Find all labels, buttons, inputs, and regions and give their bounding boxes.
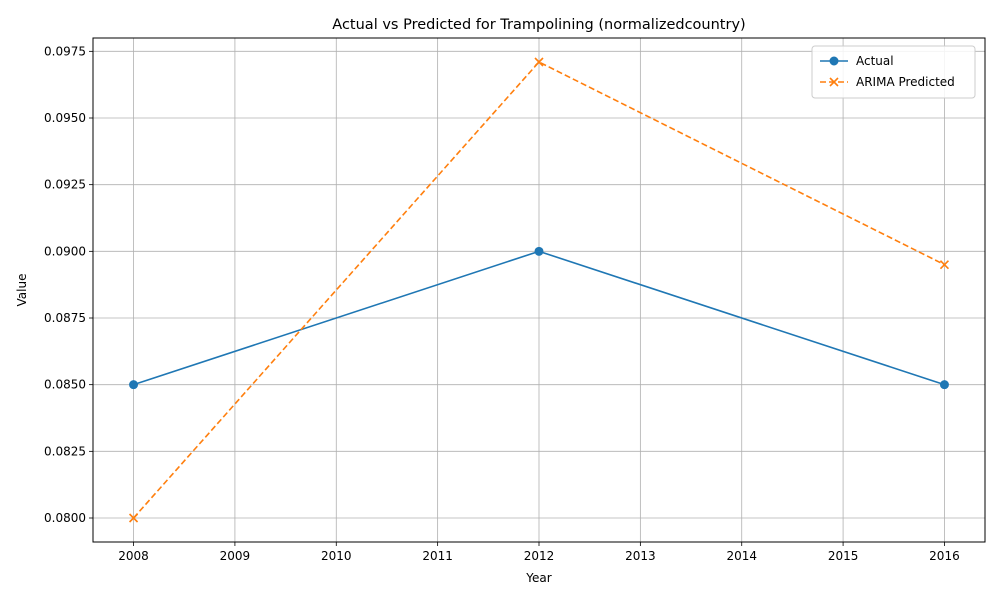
x-axis-title: Year	[525, 571, 551, 585]
data-point-actual	[129, 380, 139, 390]
x-tick-label: 2011	[422, 549, 453, 563]
x-tick-label: 2010	[321, 549, 352, 563]
legend: Actual ARIMA Predicted	[811, 45, 976, 99]
series-line-arima-predicted	[132, 61, 945, 519]
chart-title: Actual vs Predicted for Trampolining (no…	[332, 17, 745, 33]
y-axis-title: Value	[15, 274, 29, 307]
data-point-arima-predicted	[534, 57, 544, 67]
data-point-arima-predicted	[939, 260, 950, 270]
x-axis: 2008 2009 2010 2011 2012 2013 2014 2015 2016	[118, 542, 960, 563]
data-point-arima-predicted	[128, 513, 139, 523]
series-layer	[128, 57, 950, 523]
legend-label-actual: Actual	[856, 54, 894, 68]
y-tick-label: 0.0925	[44, 178, 86, 192]
x-tick-label: 2009	[220, 549, 251, 563]
x-tick-label: 2013	[625, 549, 656, 563]
x-tick-label: 2015	[828, 549, 859, 563]
y-tick-label: 0.0800	[44, 511, 86, 525]
data-point-actual	[939, 380, 949, 390]
y-axis: 0.0800 0.0825 0.0850 0.0875 0.0900 0.0925 0.09…	[44, 44, 93, 525]
legend-marker-arima-predicted	[829, 77, 839, 87]
legend-marker-actual	[829, 56, 839, 66]
x-tick-label: 2016	[929, 549, 960, 563]
legend-label-arima-predicted: ARIMA Predicted	[856, 75, 955, 89]
legend-box	[811, 45, 976, 99]
y-tick-label: 0.0825	[44, 444, 86, 458]
x-tick-label: 2012	[524, 549, 555, 563]
y-tick-label: 0.0900	[44, 244, 86, 258]
x-tick-label: 2008	[118, 549, 149, 563]
y-tick-label: 0.0850	[44, 378, 86, 392]
y-tick-label: 0.0975	[44, 44, 86, 58]
y-tick-label: 0.0875	[44, 311, 86, 325]
grid	[93, 38, 985, 542]
y-tick-label: 0.0950	[44, 111, 86, 125]
data-point-actual	[534, 246, 544, 256]
x-tick-label: 2014	[726, 549, 757, 563]
